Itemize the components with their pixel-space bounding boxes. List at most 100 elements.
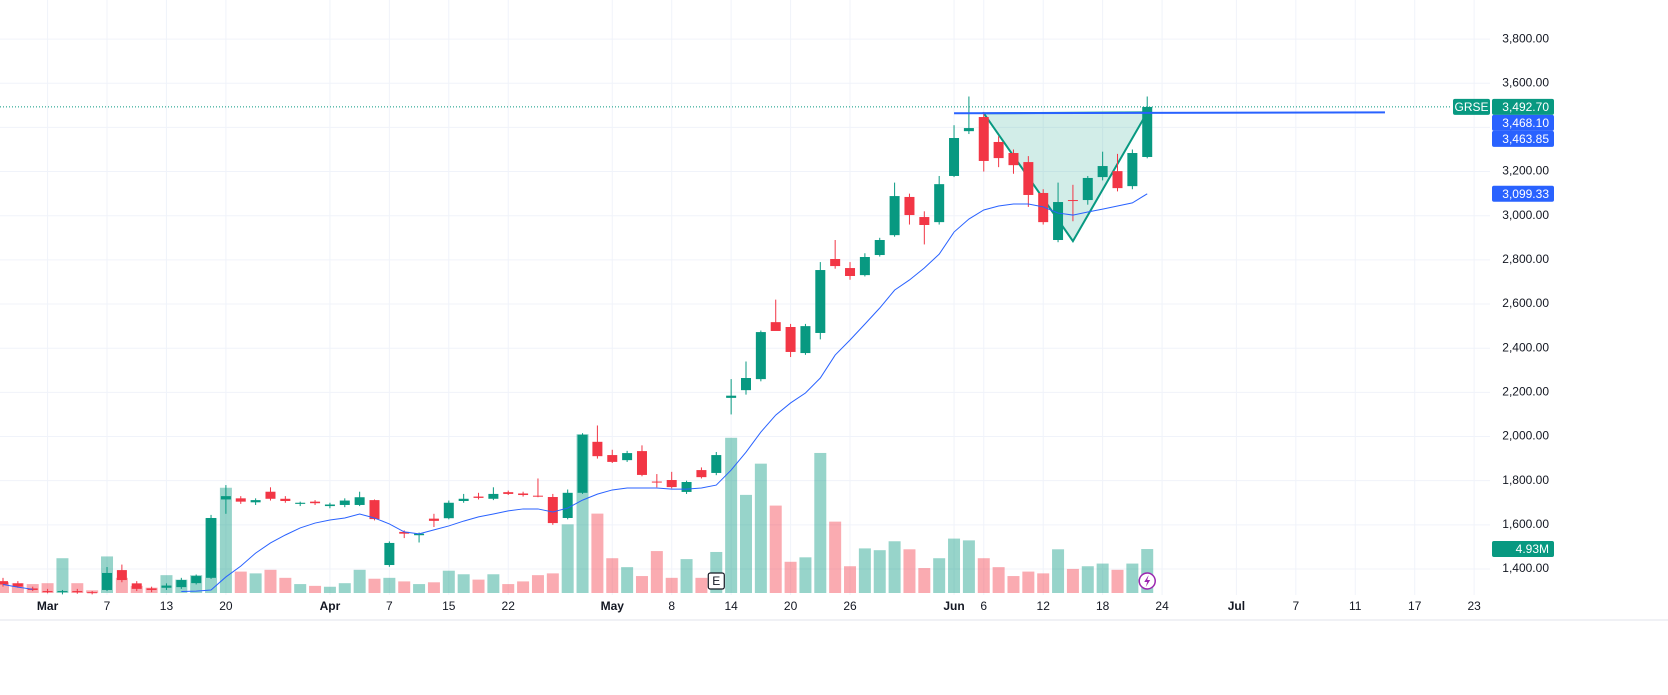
pattern-shape xyxy=(981,111,1149,243)
candle-body xyxy=(354,497,365,505)
candle-body xyxy=(87,592,98,594)
candle-body xyxy=(532,495,543,497)
candle-body xyxy=(443,502,454,519)
candle-body xyxy=(57,591,68,593)
volume-bar xyxy=(665,577,678,593)
candle-body xyxy=(711,455,722,473)
volume-bar xyxy=(918,568,931,593)
volume-bar xyxy=(487,574,500,593)
candle-body xyxy=(488,493,499,499)
volume-bar xyxy=(888,541,901,593)
volume-bar xyxy=(219,487,232,593)
y-tick-label: 2,000.00 xyxy=(1502,429,1549,443)
volume-bar xyxy=(294,584,307,593)
volume-bar xyxy=(427,582,440,593)
volume-bar xyxy=(784,561,797,593)
volume-bar xyxy=(650,551,663,593)
symbol-tag: GRSE xyxy=(1454,100,1488,114)
volume-bar xyxy=(368,578,381,593)
moving-average xyxy=(2,193,1148,593)
y-tick-label: 3,000.00 xyxy=(1502,208,1549,222)
candle-body xyxy=(726,395,737,398)
candle-body xyxy=(1097,166,1108,178)
x-tick-label: 7 xyxy=(104,599,111,613)
candle-body xyxy=(889,196,900,236)
y-tick-label: 2,200.00 xyxy=(1502,385,1549,399)
volume-bar xyxy=(635,576,648,593)
volume-bar xyxy=(903,549,916,593)
volume-bar xyxy=(977,558,990,593)
x-tick-label: 8 xyxy=(668,599,675,613)
volume-bar xyxy=(502,584,515,593)
candle-body xyxy=(681,482,692,492)
volume-bar xyxy=(457,574,470,593)
x-tick-label: May xyxy=(601,599,625,613)
candle-body xyxy=(518,493,529,496)
price-label: 4.93M xyxy=(1516,542,1549,556)
candle-body xyxy=(265,491,276,499)
volume-bar xyxy=(799,557,812,593)
volume-bar xyxy=(413,584,426,593)
volume-bar xyxy=(962,540,975,593)
candle-body xyxy=(978,117,989,161)
volume-bar xyxy=(695,577,708,593)
candle-body xyxy=(755,332,766,380)
volume-bar xyxy=(398,581,411,593)
candle-body xyxy=(176,580,187,588)
volume-bar xyxy=(517,581,530,593)
candle-body xyxy=(741,378,751,391)
volume-bar xyxy=(948,538,961,593)
volume-bar xyxy=(858,548,871,593)
candle-body xyxy=(473,496,484,498)
x-tick-label: 6 xyxy=(980,599,987,613)
volume-bar xyxy=(11,583,24,593)
candle-body xyxy=(72,591,83,593)
candle-body xyxy=(116,570,127,581)
x-tick-label: 14 xyxy=(724,599,738,613)
price-label-box xyxy=(1492,185,1554,202)
candle-body xyxy=(102,572,113,590)
candle-body xyxy=(146,588,157,590)
candle-body xyxy=(919,217,930,225)
volume-bar xyxy=(264,569,277,593)
volume-bar xyxy=(1022,571,1035,593)
candle-body xyxy=(562,492,573,518)
volume-bar xyxy=(1052,549,1065,593)
volume-bar xyxy=(1111,569,1124,593)
candle-body xyxy=(131,583,142,589)
x-tick-label: 11 xyxy=(1349,599,1362,613)
price-pane: E xyxy=(0,96,1452,595)
y-tick-label: 3,600.00 xyxy=(1502,75,1549,89)
candle-body xyxy=(399,531,410,534)
candle-body xyxy=(280,498,291,501)
price-label: 3,099.33 xyxy=(1502,187,1549,201)
volume-bar xyxy=(41,583,54,593)
volume-bar xyxy=(621,567,634,593)
x-tick-label: Jun xyxy=(943,599,964,613)
y-tick-label: 1,600.00 xyxy=(1502,517,1549,531)
x-tick-label: 26 xyxy=(843,599,857,613)
x-tick-label: 15 xyxy=(442,599,456,613)
candle-body xyxy=(1082,177,1093,201)
candle-body xyxy=(0,581,8,585)
x-tick-label: 12 xyxy=(1037,599,1051,613)
candle-body xyxy=(1112,171,1123,189)
x-tick-label: 18 xyxy=(1096,599,1110,613)
volume-bar xyxy=(829,521,842,593)
candle-body xyxy=(1023,162,1034,195)
candle-body xyxy=(592,441,603,457)
y-tick-label: 2,800.00 xyxy=(1502,252,1549,266)
volume-bar xyxy=(546,573,559,593)
price-label: 3,468.10 xyxy=(1502,116,1549,130)
candle-body xyxy=(696,470,707,478)
x-tick-label: 24 xyxy=(1155,599,1169,613)
volume-bar xyxy=(740,494,752,593)
x-tick-label: Mar xyxy=(37,599,59,613)
x-tick-label: Apr xyxy=(320,599,341,613)
x-tick-label: 7 xyxy=(386,599,393,613)
candle-body xyxy=(830,258,841,267)
x-tick-label: Jul xyxy=(1228,599,1245,613)
volume-bar xyxy=(754,463,767,593)
candle-body xyxy=(636,451,647,475)
